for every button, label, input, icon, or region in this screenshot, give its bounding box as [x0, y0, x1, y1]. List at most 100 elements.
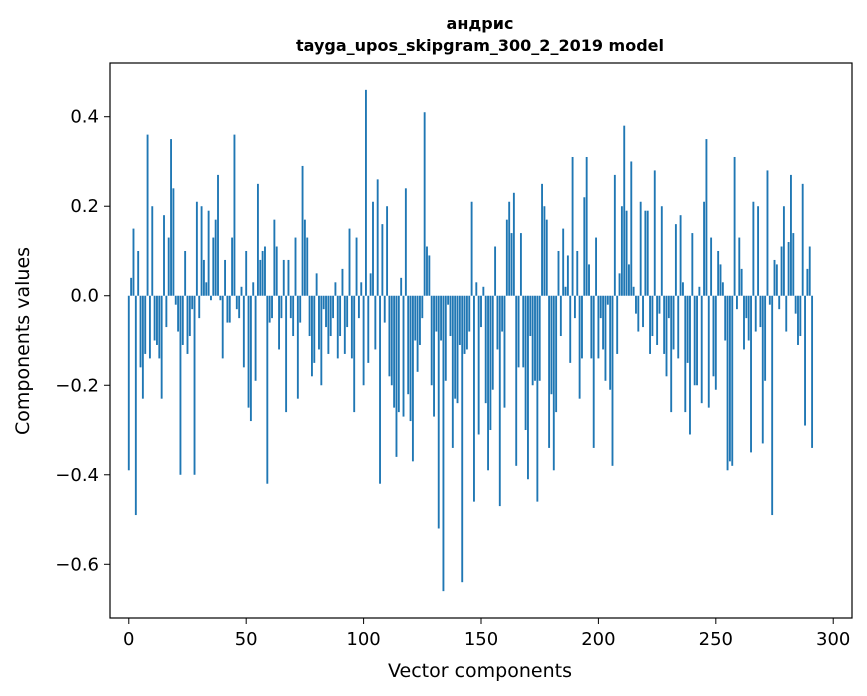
bar-141 [458, 295, 461, 345]
bar-117 [402, 295, 405, 417]
bar-11 [153, 295, 156, 341]
bar-196 [588, 264, 590, 296]
bar-112 [390, 295, 393, 386]
bar-285 [797, 295, 799, 345]
bar-75 [303, 219, 306, 296]
bar-189 [571, 156, 574, 296]
bar-158 [498, 295, 501, 507]
bar-238 [686, 295, 689, 363]
y-axis-ticks: 0.4 0.2 0.0 −0.2 −0.4 −0.6 [55, 107, 110, 575]
bar-84 [325, 295, 327, 328]
bar-169 [524, 295, 527, 431]
bar-214 [630, 161, 633, 296]
bar-105 [374, 295, 377, 350]
bar-18 [170, 139, 172, 296]
bar-274 [771, 295, 774, 516]
bar-70 [292, 295, 295, 337]
bar-287 [801, 183, 804, 296]
bar-256 [728, 295, 731, 462]
bar-124 [419, 295, 421, 345]
bar-208 [616, 295, 619, 354]
x-tick-label: 50 [235, 629, 258, 650]
bar-201 [599, 295, 602, 319]
bar-261 [740, 268, 743, 296]
bar-109 [383, 295, 386, 323]
bar-56 [259, 259, 262, 296]
bar-78 [311, 295, 313, 377]
bar-31 [200, 206, 203, 296]
bar-254 [724, 295, 727, 341]
bar-30 [198, 295, 201, 319]
x-tick-label: 0 [123, 629, 134, 650]
x-axis-label: Vector components [388, 660, 572, 682]
bar-33 [205, 282, 208, 296]
bar-244 [700, 295, 703, 404]
bar-230 [667, 295, 670, 319]
bar-151 [482, 286, 485, 296]
bar-179 [548, 295, 551, 448]
bar-157 [496, 295, 499, 350]
bar-273 [768, 295, 771, 305]
bar-47 [238, 295, 241, 319]
x-tick-label: 300 [816, 629, 850, 650]
bar-200 [597, 295, 600, 359]
x-axis-ticks: 0 50 100 150 200 250 300 [123, 618, 850, 650]
bar-265 [750, 295, 752, 453]
bar-237 [684, 295, 687, 413]
bar-153 [487, 295, 489, 471]
bar-282 [790, 174, 792, 296]
bar-74 [301, 165, 304, 296]
bar-83 [322, 295, 325, 310]
bar-161 [505, 219, 508, 296]
bar-243 [698, 286, 701, 296]
bar-5 [139, 295, 142, 368]
bar-187 [566, 255, 569, 296]
bar-119 [407, 295, 410, 395]
bar-39 [219, 295, 222, 301]
bar-71 [294, 237, 297, 296]
bar-32 [202, 259, 205, 296]
bar-14 [160, 295, 163, 399]
bar-173 [534, 295, 536, 381]
bar-43 [228, 295, 231, 323]
bar-21 [177, 295, 180, 332]
bar-118 [404, 188, 407, 296]
bar-259 [736, 295, 738, 310]
bar-194 [583, 197, 586, 296]
bar-223 [651, 295, 654, 337]
bar-177 [543, 206, 546, 296]
bar-50 [245, 250, 248, 296]
bar-80 [315, 273, 318, 296]
bar-255 [726, 295, 729, 471]
bar-185 [562, 228, 565, 296]
bar-224 [653, 170, 656, 296]
bar-37 [214, 219, 217, 296]
bar-262 [743, 295, 745, 350]
bar-150 [480, 295, 482, 328]
y-tick-label: −0.2 [55, 375, 99, 396]
bar-148 [475, 282, 478, 296]
bar-267 [754, 295, 757, 332]
bar-170 [527, 295, 529, 480]
bar-221 [646, 210, 649, 296]
bar-290 [808, 246, 811, 296]
bar-92 [343, 295, 346, 354]
bar-217 [637, 295, 640, 332]
bar-6 [141, 295, 144, 399]
y-tick-label: 0.2 [70, 196, 99, 217]
bar-276 [775, 264, 778, 296]
bar-96 [353, 295, 356, 413]
bar-268 [757, 206, 760, 296]
bar-198 [592, 295, 595, 448]
bar-53 [252, 282, 255, 296]
bar-277 [778, 295, 781, 310]
bar-114 [395, 295, 398, 457]
bar-24 [184, 250, 187, 296]
bar-147 [473, 295, 475, 502]
bar-174 [536, 295, 539, 502]
bar-220 [644, 210, 647, 296]
bar-17 [167, 237, 170, 296]
bar-87 [332, 295, 335, 319]
bar-248 [710, 237, 713, 296]
bar-286 [799, 295, 802, 337]
